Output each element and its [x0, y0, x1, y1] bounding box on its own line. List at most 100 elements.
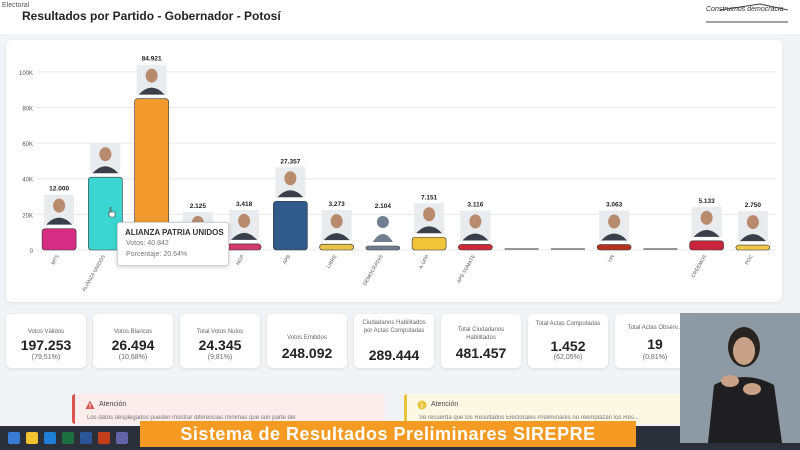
- banner-text: Sistema de Resultados Preliminares SIREP…: [180, 424, 596, 444]
- x-tick-label: A-UPP: [418, 253, 431, 270]
- stat-counted-records: Total Actas Computadas 1.452 (62,05%): [528, 314, 608, 368]
- stat-label: Total Actas Computadas: [535, 321, 601, 327]
- stat-percent: (9,81%): [207, 354, 233, 361]
- candidate-face: [746, 215, 759, 230]
- sign-language-interpreter: [680, 313, 800, 443]
- alert-title: Atención: [99, 401, 127, 408]
- stat-value: 1.452: [550, 338, 586, 354]
- candidate-face: [423, 207, 436, 222]
- stat-null-votes: Total Votos Nulos 24.345 (9,81%): [180, 314, 260, 368]
- bar-value-label: 5.133: [698, 198, 715, 205]
- page-title: Resultados por Partido - Gobernador - Po…: [22, 9, 281, 23]
- bar-value-label: 7.151: [421, 194, 438, 201]
- teams-icon[interactable]: [116, 432, 128, 444]
- stat-enabled-citizens-counted: Ciudadanos Habilitados por Actas Computa…: [354, 314, 434, 368]
- x-tick-label: MTS: [50, 253, 61, 266]
- hand-cursor-icon: [108, 207, 116, 218]
- file-explorer-icon[interactable]: [26, 432, 38, 444]
- excel-icon[interactable]: [62, 432, 74, 444]
- candidate-face: [53, 198, 66, 213]
- bar: [41, 228, 77, 251]
- bar-value-label: 84.921: [142, 56, 162, 63]
- bar-value-label: 3.063: [606, 202, 623, 209]
- stat-value: 289.444: [368, 347, 420, 363]
- bar: [735, 244, 771, 251]
- y-tick-label: 80K: [22, 106, 33, 112]
- word-icon[interactable]: [80, 432, 92, 444]
- candidate-body: [231, 232, 258, 240]
- y-tick-label: 0: [30, 249, 34, 255]
- page-header: Electoral Resultados por Partido - Gober…: [0, 0, 800, 34]
- x-tick-label: UN: [607, 254, 616, 264]
- stat-label: Total Votos Nulos: [196, 329, 244, 335]
- windows-start-icon[interactable]: [8, 432, 20, 444]
- candidate-body: [46, 217, 73, 225]
- oep-logo: [706, 3, 789, 23]
- summary-stats: Votos Válidos 197.253 (79,51%) Votos Bla…: [0, 310, 800, 370]
- bar-value-label: 2.125: [190, 203, 207, 210]
- bar-tooltip: ALIANZA PATRIA UNIDOS Votos: 40.842 Porc…: [117, 222, 229, 266]
- stat-percent: (62,05%): [553, 354, 583, 361]
- warning-icon: [85, 400, 95, 409]
- candidate-body: [601, 233, 628, 241]
- sirepre-banner: Sistema de Resultados Preliminares SIREP…: [140, 421, 636, 447]
- stat-value: 26.494: [111, 337, 155, 353]
- stat-emitted-votes: Votos Emitidos 248.092: [267, 314, 347, 368]
- bar-value-label: 27.357: [280, 158, 300, 165]
- x-tick-label: APB: [282, 253, 293, 265]
- candidate-face: [284, 171, 297, 186]
- alert-title: Atención: [431, 401, 459, 408]
- candidate-face: [99, 147, 112, 162]
- logo-tagline: Construimos democracia: [706, 6, 784, 13]
- stat-value: 24.345: [198, 337, 242, 353]
- stat-percent: (79,51%): [31, 354, 61, 361]
- stat-value: 248.092: [281, 345, 333, 361]
- candidate-body: [277, 190, 304, 198]
- candidate-face: [145, 68, 158, 83]
- candidate-body: [462, 233, 489, 241]
- stat-label: Ciudadanos Habilitados por Actas Computa…: [362, 320, 426, 334]
- attention-alert-disclaimer: Atención Los datos desplegados pueden mo…: [72, 394, 385, 424]
- bar: [319, 243, 354, 251]
- bar-value-label: 12.000: [49, 186, 69, 193]
- bar-value-label: 2.104: [375, 203, 392, 210]
- stat-label: Votos Blancos: [113, 329, 153, 335]
- candidate-body: [138, 87, 165, 95]
- bar-value-label: 3.418: [236, 201, 253, 208]
- candidate-face: [330, 214, 343, 229]
- candidate-body: [693, 229, 720, 237]
- x-tick-label: PDC: [744, 254, 755, 266]
- stat-percent: (10,68%): [118, 354, 148, 361]
- browser-icon[interactable]: [44, 432, 56, 444]
- x-tick-label: LIBRE: [326, 253, 339, 269]
- stat-label: Votos Válidos: [27, 329, 65, 335]
- candidate-body: [92, 166, 119, 174]
- stat-total-enabled-citizens: Total Ciudadanos Habilitados 481.457: [441, 314, 521, 368]
- bar-value-label: 2.750: [745, 202, 762, 209]
- stat-label: Total Actas Observ...: [627, 325, 683, 331]
- bar: [88, 176, 123, 251]
- tooltip-title: ALIANZA PATRIA UNIDOS: [125, 228, 224, 237]
- person-silhouette-icon: [376, 216, 389, 228]
- x-tick-label: ALIANZA UNIDOS: [81, 253, 107, 292]
- stat-label: Total Ciudadanos Habilitados: [457, 327, 505, 341]
- tooltip-votes: Votos: 40.842: [126, 240, 169, 247]
- x-tick-label: CREEMOS: [691, 253, 709, 278]
- y-tick-label: 100K: [19, 71, 33, 77]
- bar: [596, 244, 632, 251]
- person-silhouette-body: [372, 234, 393, 242]
- bar: [689, 240, 724, 251]
- x-tick-label: DEMOCRATAS: [362, 253, 385, 286]
- attention-alert-reminder: Atención Se recuerda que los Resultados …: [404, 394, 697, 424]
- stat-label: Votos Emitidos: [287, 335, 327, 341]
- powerpoint-icon[interactable]: [98, 432, 110, 444]
- alert-text: Se recuerda que los Resultados Electoral…: [419, 415, 639, 421]
- stat-value: 19: [647, 336, 663, 352]
- results-chart-card: 0 20K 40K 60K 80K 100K 12.000 MTS ALIANZA UNIDOS…: [6, 40, 782, 302]
- candidate-face: [469, 214, 482, 229]
- bar-value-label: 3.273: [328, 201, 345, 208]
- stat-value: 481.457: [455, 345, 507, 361]
- candidate-face: [238, 213, 251, 228]
- bar: [273, 200, 308, 251]
- tooltip-percent: Porcentaje: 20.64%: [126, 251, 188, 258]
